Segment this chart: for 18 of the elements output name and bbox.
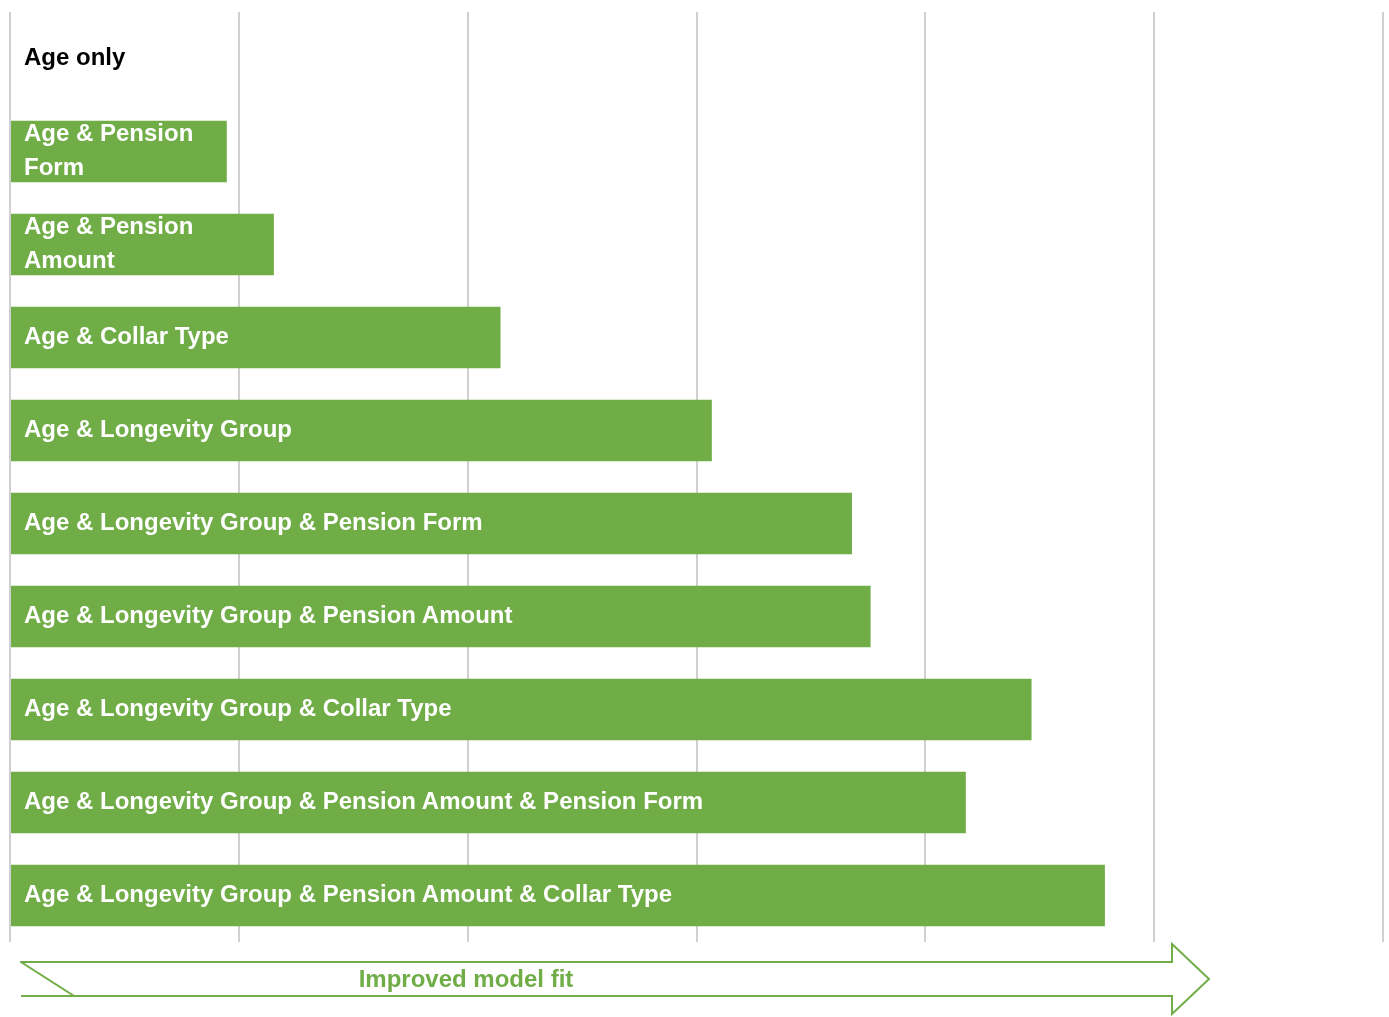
bar (11, 864, 1105, 927)
bar (11, 585, 871, 648)
y-tick-label: Age & Longevity Group & Pension Amount & Pension Form (24, 787, 704, 815)
y-tick-label: Age only (24, 43, 126, 71)
bar (11, 306, 501, 369)
bar (11, 678, 1032, 741)
y-tick-label: Age & Longevity Group & Collar Type (24, 694, 452, 722)
bar (11, 399, 712, 462)
text: Improved model fit (357, 964, 575, 994)
y-tick-label: Age & Longevity Group & Pension Amount & Collar Type (24, 880, 673, 908)
y-tick-label: Age & Longevity Group & Pension Amount (24, 601, 513, 629)
bar (11, 771, 966, 834)
y-tick-label: Age & Longevity Group & Pension Form (24, 508, 483, 536)
y-tick-label: Age & Collar Type (24, 322, 229, 350)
y-tick-label: Age & Pension Form (24, 119, 194, 181)
bar (11, 492, 852, 555)
y-tick-label: Age & Longevity Group (24, 415, 293, 443)
y-tick-label: Age & Pension Amount (24, 212, 194, 274)
